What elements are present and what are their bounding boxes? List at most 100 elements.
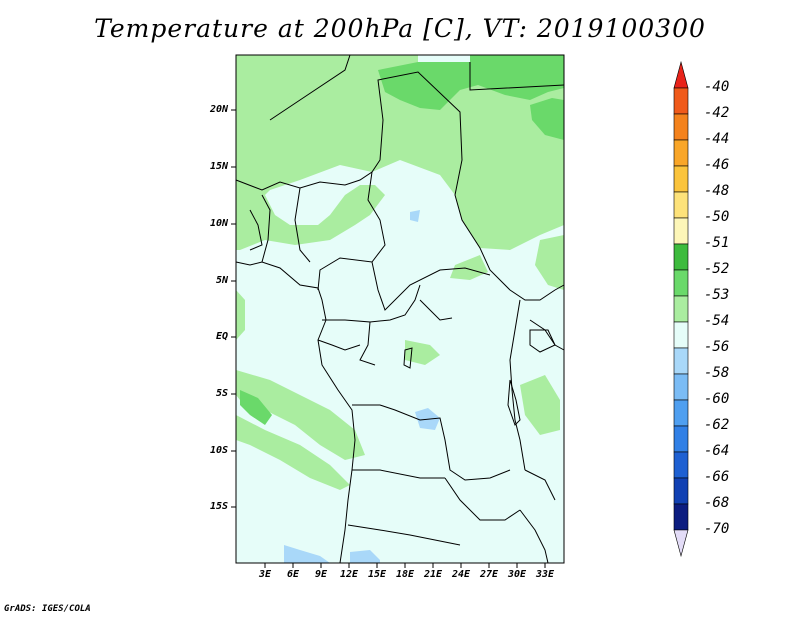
lat-label: 5S [215,388,228,399]
lon-label: 21E [423,569,443,580]
border-east-2 [524,469,556,501]
border-mozambique [519,509,549,564]
colorbar-swatch [673,451,689,479]
colorbar-swatch [673,347,689,375]
fill-region-east-coast [520,375,560,435]
border-chad-cameroon [317,171,386,291]
colorbar-swatch [673,529,689,558]
border-drc-south [352,404,511,481]
border-sw-small [249,209,263,251]
colorbar-label: -58 [704,365,730,381]
fill-region-green-ne [530,98,564,140]
fill-region-blue-south-2 [350,550,380,563]
colorbar-label: -64 [704,443,730,459]
fill-region-west-band [236,185,385,250]
chart-title: Temperature at 200hPa [C], VT: 201910030… [94,14,706,43]
fill-region-sw-band [236,370,365,460]
colorbar-label: -54 [704,313,730,329]
colorbar-label: -62 [704,417,730,433]
colorbar-label: -68 [704,495,730,511]
lake-tanganyika [507,379,521,426]
colorbar-label: -40 [704,79,730,95]
fill-region-green-sw [240,390,272,425]
lon-label: 9E [314,569,328,580]
lon-label: 30E [507,569,527,580]
lake-victoria [529,329,556,353]
fill-region-green-north [378,55,564,110]
colorbar-label: -42 [704,105,730,121]
lat-label: 5N [215,275,228,286]
lon-label: 15E [367,569,387,580]
colorbar-swatch [673,269,689,297]
colorbar-label: -52 [704,261,730,277]
lat-label: 10N [209,218,228,229]
colorbar-swatch [673,165,689,193]
colorbar-label: -48 [704,183,730,199]
lon-label: 33E [535,569,555,580]
lat-label: 10S [209,445,228,456]
border-ghana [261,194,271,263]
fill-region-north [236,55,564,250]
lat-ticks [231,109,236,508]
colorbar [673,60,689,558]
lon-label: 27E [479,569,499,580]
colorbar-swatch [673,503,689,531]
colorbar-swatch [673,217,689,245]
colorbar-swatch [673,295,689,323]
colorbar-swatch [673,373,689,401]
colorbar-label: -60 [704,391,730,407]
border-inner-1 [419,299,453,321]
border-zambia-east [444,477,521,521]
fill-region-central-patch [450,255,488,280]
border-sahel [235,71,565,301]
lat-label: 15S [209,501,228,512]
border-angola-zambia [352,469,445,479]
map-frame [235,54,565,564]
colorbar-swatch [673,113,689,141]
colorbar-label: -70 [704,521,730,537]
lat-label: 15N [209,161,228,172]
map-borders [235,54,565,564]
lat-label: 20N [209,104,228,115]
fill-region-blue-dot [410,210,420,222]
colorbar-swatch [673,191,689,219]
colorbar-label: -53 [704,287,730,303]
lon-label: 6E [286,569,300,580]
border-mali-niger [269,54,351,121]
border-east-1 [529,319,565,351]
border-cameroon-gabon [322,319,376,366]
colorbar-swatch [673,425,689,453]
border-gabon-coast [317,339,361,351]
lon-label: 3E [258,569,272,580]
colorbar-label: -56 [704,339,730,355]
colorbar-swatch [673,243,689,271]
colorbar-label: -44 [704,131,730,147]
credit-text: GrADS: IGES/COLA [4,604,91,614]
lat-label: EQ [215,331,228,342]
border-congo [369,284,421,323]
border-libya [469,62,565,91]
border-namibia [347,524,461,546]
border-drc-east [509,299,526,471]
colorbar-swatch [673,321,689,349]
lon-ticks [264,563,546,568]
colorbar-swatch [673,60,689,89]
lake-dot-1 [403,347,413,369]
fill-region-sw-band-2 [236,415,350,490]
colorbar-label: -51 [704,235,730,251]
border-car [371,261,491,311]
colorbar-label: -66 [704,469,730,485]
colorbar-label: -50 [704,209,730,225]
map-fill-layer [236,55,564,563]
colorbar-label: -46 [704,157,730,173]
fill-region-blue-south [284,545,330,563]
colorbar-swatch [673,139,689,167]
border-nigeria [294,187,311,263]
lon-label: 24E [451,569,471,580]
fill-region-central-east [405,340,440,365]
colorbar-swatch [673,399,689,427]
colorbar-swatch [673,87,689,115]
fill-region-far-west [236,290,245,340]
lon-label: 12E [339,569,359,580]
